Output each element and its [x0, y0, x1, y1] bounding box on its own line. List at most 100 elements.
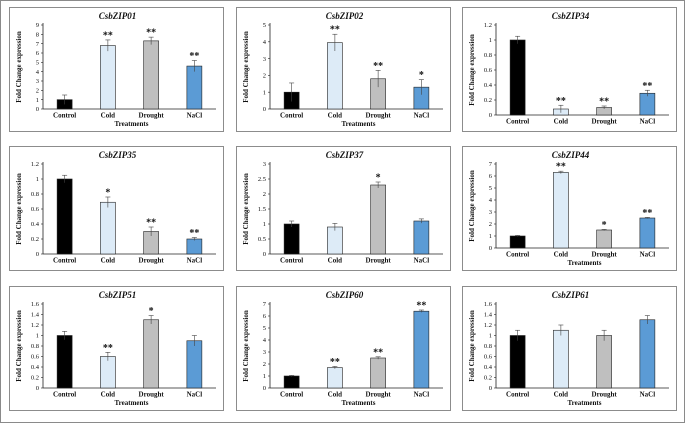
chart-svg: CsbZIP01 0 1 2 3 4 5 6 7 8 9 Fold Change expression… [15, 11, 216, 128]
y-tick-label: 1.2 [484, 322, 492, 329]
significance-marker: * [419, 70, 424, 81]
significance-marker: ** [189, 228, 199, 239]
y-tick-label: 0.6 [31, 354, 40, 361]
y-tick-label: 1.6 [484, 301, 493, 308]
y-tick-label: 1 [263, 221, 266, 228]
chart-title: CsbZIP01 [99, 11, 137, 21]
y-tick-label: 2 [263, 361, 266, 368]
chart-panel-csbzip35: CsbZIP35 0 0.2 0.4 0.6 0.8 1 1.2 Fold Change exp… [9, 146, 224, 271]
bar-nacl [413, 310, 430, 389]
bar-control [56, 335, 73, 389]
y-tick-label: 0.2 [484, 375, 492, 382]
y-tick-label: 7 [36, 41, 40, 48]
bar-nacl [639, 319, 656, 389]
x-tick-label: Control [53, 257, 76, 265]
y-tick-label: 9 [36, 22, 39, 29]
y-tick-label: 4 [489, 197, 493, 204]
y-tick-label: 1 [489, 233, 492, 240]
y-tick-label: 2 [263, 73, 266, 80]
y-tick-label: 7 [263, 301, 267, 308]
bar-nacl [186, 238, 203, 255]
y-tick-label: 0 [36, 106, 39, 113]
x-tick-label: Drought [592, 391, 618, 399]
chart-svg: CsbZIP37 0 0.5 1 1.5 2 2.5 3 Fold Change express… [242, 150, 443, 265]
y-tick-label: 6 [36, 50, 40, 57]
x-tick-label: Cold [101, 257, 116, 265]
y-tick-label: 1.2 [484, 22, 492, 29]
y-tick-label: 3 [263, 349, 266, 356]
y-tick-label: 0 [263, 385, 266, 392]
significance-marker: ** [146, 218, 156, 229]
y-tick-label: 5 [36, 60, 39, 67]
chart-title: CsbZIP34 [552, 11, 590, 21]
significance-marker: ** [330, 25, 340, 36]
x-tick-label: NaCl [640, 251, 656, 259]
chart-panel-csbzip51: CsbZIP51 0 0.2 0.4 0.6 0.8 1 1.2 1.4 1.6 Fold Chan… [9, 286, 224, 411]
bar-control [509, 335, 526, 389]
bar-cold [100, 201, 116, 255]
x-tick-label: Drought [366, 391, 392, 399]
x-tick-label: Cold [554, 251, 569, 259]
bar-control [509, 39, 526, 116]
y-tick-label: 1.4 [484, 312, 493, 319]
y-tick-label: 0.8 [484, 52, 492, 59]
y-tick-label: 0 [263, 106, 266, 113]
significance-marker: ** [330, 357, 340, 368]
y-tick-label: 0.4 [484, 82, 493, 89]
x-tick-label: Control [506, 391, 529, 399]
chart-panel-csbzip37: CsbZIP37 0 0.5 1 1.5 2 2.5 3 Fold Change express… [236, 146, 451, 271]
x-tick-label: Control [53, 112, 76, 120]
chart-panel-csbzip34: CsbZIP34 0 0.2 0.4 0.6 0.8 1 1.2 Fold Change exp… [462, 7, 677, 132]
chart-svg: CsbZIP60 0 1 2 3 4 5 6 7 Fold Change expression Co… [242, 290, 443, 407]
bar-drought [143, 319, 159, 389]
x-axis-label: Treatments [568, 259, 602, 267]
x-tick-label: Drought [139, 391, 165, 399]
significance-marker: ** [642, 81, 652, 92]
significance-marker: * [149, 306, 154, 317]
significance-marker: ** [146, 28, 156, 39]
y-tick-label: 0.6 [31, 206, 40, 213]
chart-title: CsbZIP61 [552, 290, 590, 300]
y-tick-label: 1.4 [31, 312, 40, 319]
y-tick-label: 6 [263, 313, 267, 320]
y-tick-label: 2.5 [258, 176, 266, 183]
x-tick-label: Cold [554, 118, 569, 126]
bar-nacl [186, 65, 203, 110]
y-tick-label: 0.6 [484, 354, 493, 361]
y-tick-label: 8 [36, 32, 39, 39]
significance-marker: ** [373, 347, 383, 358]
x-tick-label: Cold [328, 391, 343, 399]
bar-control [283, 375, 300, 389]
significance-marker: ** [189, 51, 199, 62]
y-tick-label: 0.2 [31, 375, 39, 382]
x-tick-label: Cold [328, 112, 343, 120]
y-tick-label: 0 [489, 112, 492, 119]
bar-drought [596, 335, 612, 389]
bar-cold [100, 356, 116, 389]
x-tick-label: NaCl [414, 112, 430, 120]
x-tick-label: NaCl [187, 391, 203, 399]
x-axis-label: Treatments [115, 399, 149, 407]
x-tick-label: NaCl [414, 391, 430, 399]
x-tick-label: NaCl [640, 118, 656, 126]
y-tick-label: 0.8 [484, 343, 492, 350]
y-tick-label: 1 [36, 176, 39, 183]
chart-panel-csbzip01: CsbZIP01 0 1 2 3 4 5 6 7 8 9 Fold Change expression… [9, 7, 224, 132]
y-tick-label: 0.4 [31, 364, 40, 371]
bar-drought [370, 357, 386, 389]
significance-marker: ** [373, 61, 383, 72]
x-axis-label: Treatments [342, 120, 376, 128]
y-tick-label: 1.2 [31, 322, 39, 329]
chart-title: CsbZIP02 [326, 11, 364, 21]
y-tick-label: 0.8 [31, 343, 39, 350]
significance-marker: * [105, 188, 110, 199]
x-tick-label: Control [280, 257, 303, 265]
x-tick-label: Drought [366, 112, 392, 120]
chart-title: CsbZIP60 [326, 290, 364, 300]
y-tick-label: 1.2 [31, 161, 39, 168]
y-tick-label: 4 [263, 39, 267, 46]
y-axis-label: Fold Change expression [468, 34, 476, 106]
y-axis-label: Fold Change expression [242, 173, 250, 245]
chart-panel-csbzip61: CsbZIP61 0 0.2 0.4 0.6 0.8 1 1.2 1.4 1.6 Fold Chan… [462, 286, 677, 411]
bar-drought [143, 40, 159, 110]
